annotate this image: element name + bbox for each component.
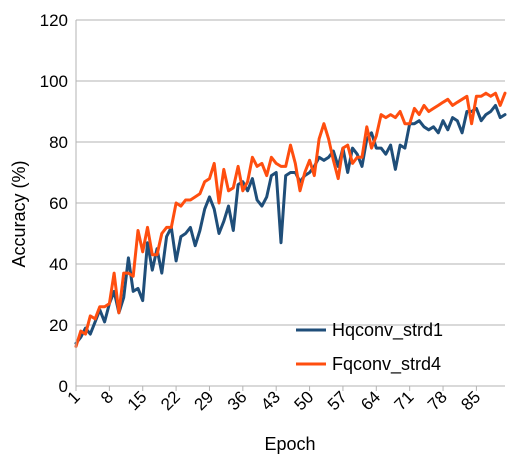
gridlines <box>76 19 505 326</box>
x-tick-label: 71 <box>391 387 418 414</box>
x-tick-label: 64 <box>357 387 384 414</box>
x-tick-label: 36 <box>224 387 251 414</box>
y-axis-label: Accuracy (%) <box>9 160 29 267</box>
x-tick-label: 15 <box>124 387 151 414</box>
y-tick-label: 100 <box>40 72 68 91</box>
x-tick-label: 22 <box>157 387 184 414</box>
x-tick-label: 57 <box>324 387 351 414</box>
y-tick-label: 80 <box>49 133 68 152</box>
x-tick-label: 29 <box>190 387 217 414</box>
legend-label: Fqconv_strd4 <box>332 354 441 375</box>
x-tick-label: 43 <box>257 387 284 414</box>
x-tick-label: 85 <box>457 387 484 414</box>
y-tick-label: 60 <box>49 194 68 213</box>
series-line-Fqconv_strd4 <box>74 91 507 348</box>
legend: Hqconv_strd1 Fqconv_strd4 <box>296 320 443 375</box>
y-tick-label: 20 <box>49 316 68 335</box>
x-axis-label: Epoch <box>264 434 315 454</box>
y-tick-label: 40 <box>49 255 68 274</box>
series-line-Hqconv_strd1 <box>74 103 507 345</box>
y-tick-labels: 0 20 40 60 80 100 120 <box>40 11 68 396</box>
x-tick-labels: 1 8 15 22 29 36 43 50 57 64 71 78 85 <box>64 387 485 414</box>
x-tick-label: 8 <box>97 387 117 407</box>
x-tick-label: 78 <box>424 387 451 414</box>
axes <box>75 20 505 391</box>
y-tick-label: 0 <box>59 377 68 396</box>
series-lines <box>74 91 507 348</box>
x-tick-label: 50 <box>291 387 318 414</box>
legend-label: Hqconv_strd1 <box>332 320 443 341</box>
y-tick-label: 120 <box>40 11 68 30</box>
x-tick-label: 1 <box>64 387 84 407</box>
